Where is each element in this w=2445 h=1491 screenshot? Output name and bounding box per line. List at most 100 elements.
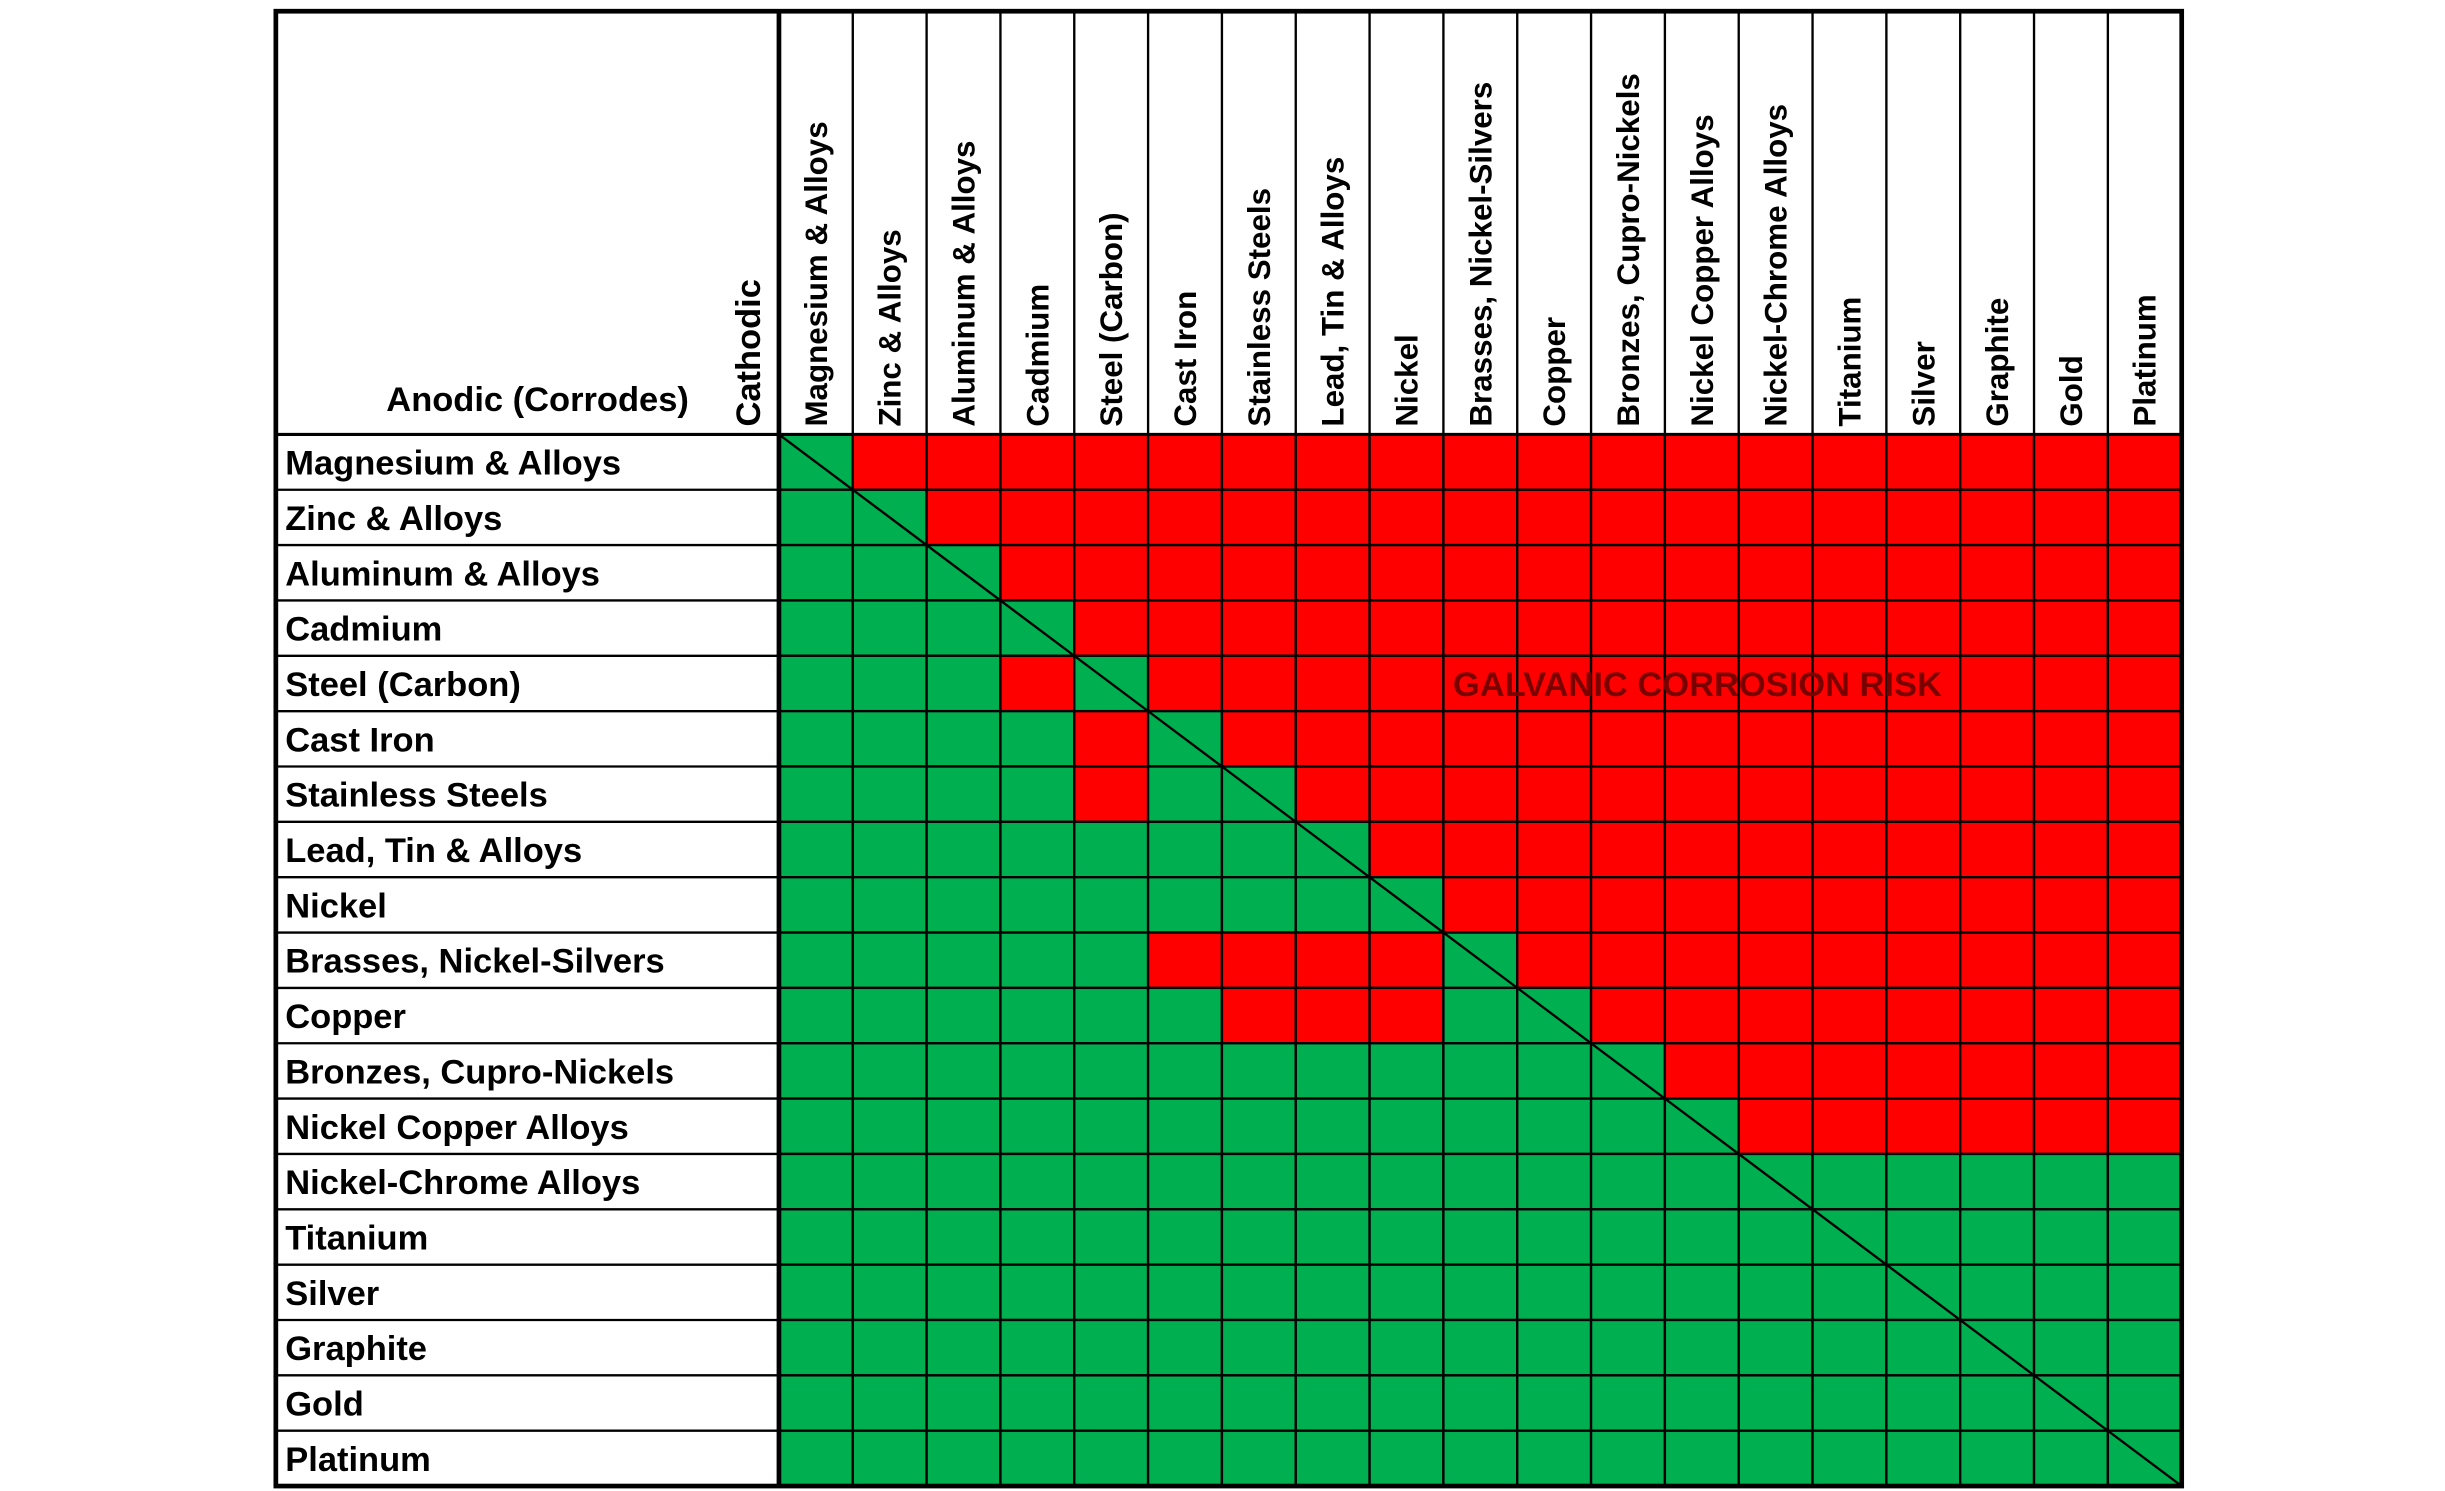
- matrix-cell: [1737, 931, 1814, 990]
- column-label: Zinc & Alloys: [873, 229, 908, 426]
- matrix-cell: [1220, 543, 1297, 602]
- matrix-cell: [1146, 433, 1224, 491]
- matrix-cell: [925, 986, 1002, 1045]
- matrix-cell: [1811, 1318, 1888, 1377]
- matrix-cell: [1146, 488, 1224, 547]
- matrix-cell: [1663, 876, 1740, 934]
- matrix-cell: [999, 765, 1076, 824]
- matrix-cell: [1589, 765, 1667, 824]
- matrix-cell: [1368, 931, 1445, 990]
- matrix-cell: [925, 820, 1002, 879]
- matrix-cell: [1368, 1042, 1445, 1100]
- column-label: Platinum: [2128, 294, 2163, 426]
- matrix-cell: [1737, 765, 1814, 824]
- matrix-cell: [1146, 986, 1224, 1045]
- matrix-cell: [1220, 599, 1297, 657]
- row-label: Cast Iron: [285, 721, 434, 759]
- matrix-cell: [1516, 1263, 1593, 1322]
- matrix-cell: [1885, 433, 1962, 491]
- matrix-cell: [1811, 599, 1888, 657]
- matrix-cell: [1663, 986, 1740, 1045]
- matrix-cell: [777, 986, 854, 1045]
- matrix-cell: [2106, 488, 2183, 547]
- matrix-cell: [999, 709, 1076, 768]
- matrix-cell: [1811, 1263, 1888, 1322]
- matrix-cell: [1146, 765, 1224, 824]
- matrix-cell: [851, 1318, 928, 1377]
- matrix-cell: [1737, 543, 1814, 602]
- matrix-cell: [1959, 1374, 2036, 1432]
- matrix-cell: [999, 876, 1076, 934]
- matrix-cell: [1589, 709, 1667, 768]
- matrix-cell: [1811, 820, 1888, 879]
- matrix-cell: [1663, 1263, 1740, 1322]
- column-label: Lead, Tin & Alloys: [1316, 157, 1351, 427]
- matrix-cell: [1589, 876, 1667, 934]
- matrix-cell: [1146, 1152, 1224, 1211]
- row-label: Brasses, Nickel-Silvers: [285, 943, 664, 981]
- matrix-cell: [1146, 1097, 1224, 1156]
- matrix-cell: [1073, 876, 1150, 934]
- matrix-cell: [1959, 765, 2036, 824]
- matrix-cell: [1073, 488, 1150, 547]
- matrix-cell: [1737, 876, 1814, 934]
- matrix-cell: [1220, 1429, 1297, 1488]
- column-label: Nickel: [1389, 334, 1424, 426]
- matrix-cell: [851, 599, 928, 657]
- matrix-cell: [925, 654, 1002, 713]
- matrix-cell: [1516, 876, 1593, 934]
- matrix-cell: [925, 1152, 1002, 1211]
- matrix-cell: [777, 931, 854, 990]
- matrix-cell: [925, 931, 1002, 990]
- matrix-cell: [2106, 654, 2183, 713]
- cathodic-label: Cathodic: [730, 279, 768, 426]
- matrix-cell: [1811, 543, 1888, 602]
- matrix-cell: [1885, 1097, 1962, 1156]
- matrix-cell: [1442, 709, 1519, 768]
- matrix-cell: [1811, 986, 1888, 1045]
- matrix-cell: [1737, 1263, 1814, 1322]
- matrix-cell: [1959, 709, 2036, 768]
- matrix-cell: [777, 876, 854, 934]
- matrix-cell: [851, 1263, 928, 1322]
- matrix-cell: [1737, 1318, 1814, 1377]
- matrix-cell: [851, 433, 928, 491]
- matrix-cell: [1294, 986, 1371, 1045]
- matrix-cell: [1885, 654, 1962, 713]
- matrix-cell: [777, 1429, 854, 1488]
- matrix-cell: [777, 488, 854, 547]
- matrix-cell: [999, 1374, 1076, 1432]
- matrix-cell: [1294, 1208, 1371, 1266]
- matrix-cell: [1442, 433, 1519, 491]
- matrix-cell: [1442, 876, 1519, 934]
- matrix-cell: [999, 1263, 1076, 1322]
- column-label: Graphite: [1980, 298, 2015, 427]
- matrix-cell: [777, 1152, 854, 1211]
- matrix-cell: [1073, 1097, 1150, 1156]
- matrix-cell: [1073, 599, 1150, 657]
- matrix-cell: [1220, 1097, 1297, 1156]
- matrix-cell: [925, 1374, 1002, 1432]
- matrix-cell: [1589, 1097, 1667, 1156]
- matrix-cell: [1959, 1152, 2036, 1211]
- matrix-cell: [1516, 765, 1593, 824]
- matrix-cell: [1146, 654, 1224, 713]
- column-label: Titanium: [1832, 297, 1867, 427]
- matrix-cell: [2032, 1152, 2110, 1211]
- matrix-cell: [2032, 931, 2110, 990]
- matrix-cell: [1368, 709, 1445, 768]
- matrix-cell: [1737, 986, 1814, 1045]
- matrix-cell: [777, 1042, 854, 1100]
- matrix-cell: [851, 986, 928, 1045]
- matrix-cell: [1959, 1263, 2036, 1322]
- matrix-cell: [1811, 1042, 1888, 1100]
- matrix-cell: [1811, 709, 1888, 768]
- matrix-cell: [1073, 986, 1150, 1045]
- matrix-cell: [1146, 599, 1224, 657]
- matrix-cell: [2032, 433, 2110, 491]
- matrix-cell: [1442, 765, 1519, 824]
- matrix-cell: [777, 1263, 854, 1322]
- matrix-cell: [1442, 1208, 1519, 1266]
- matrix-cell: [2032, 1042, 2110, 1100]
